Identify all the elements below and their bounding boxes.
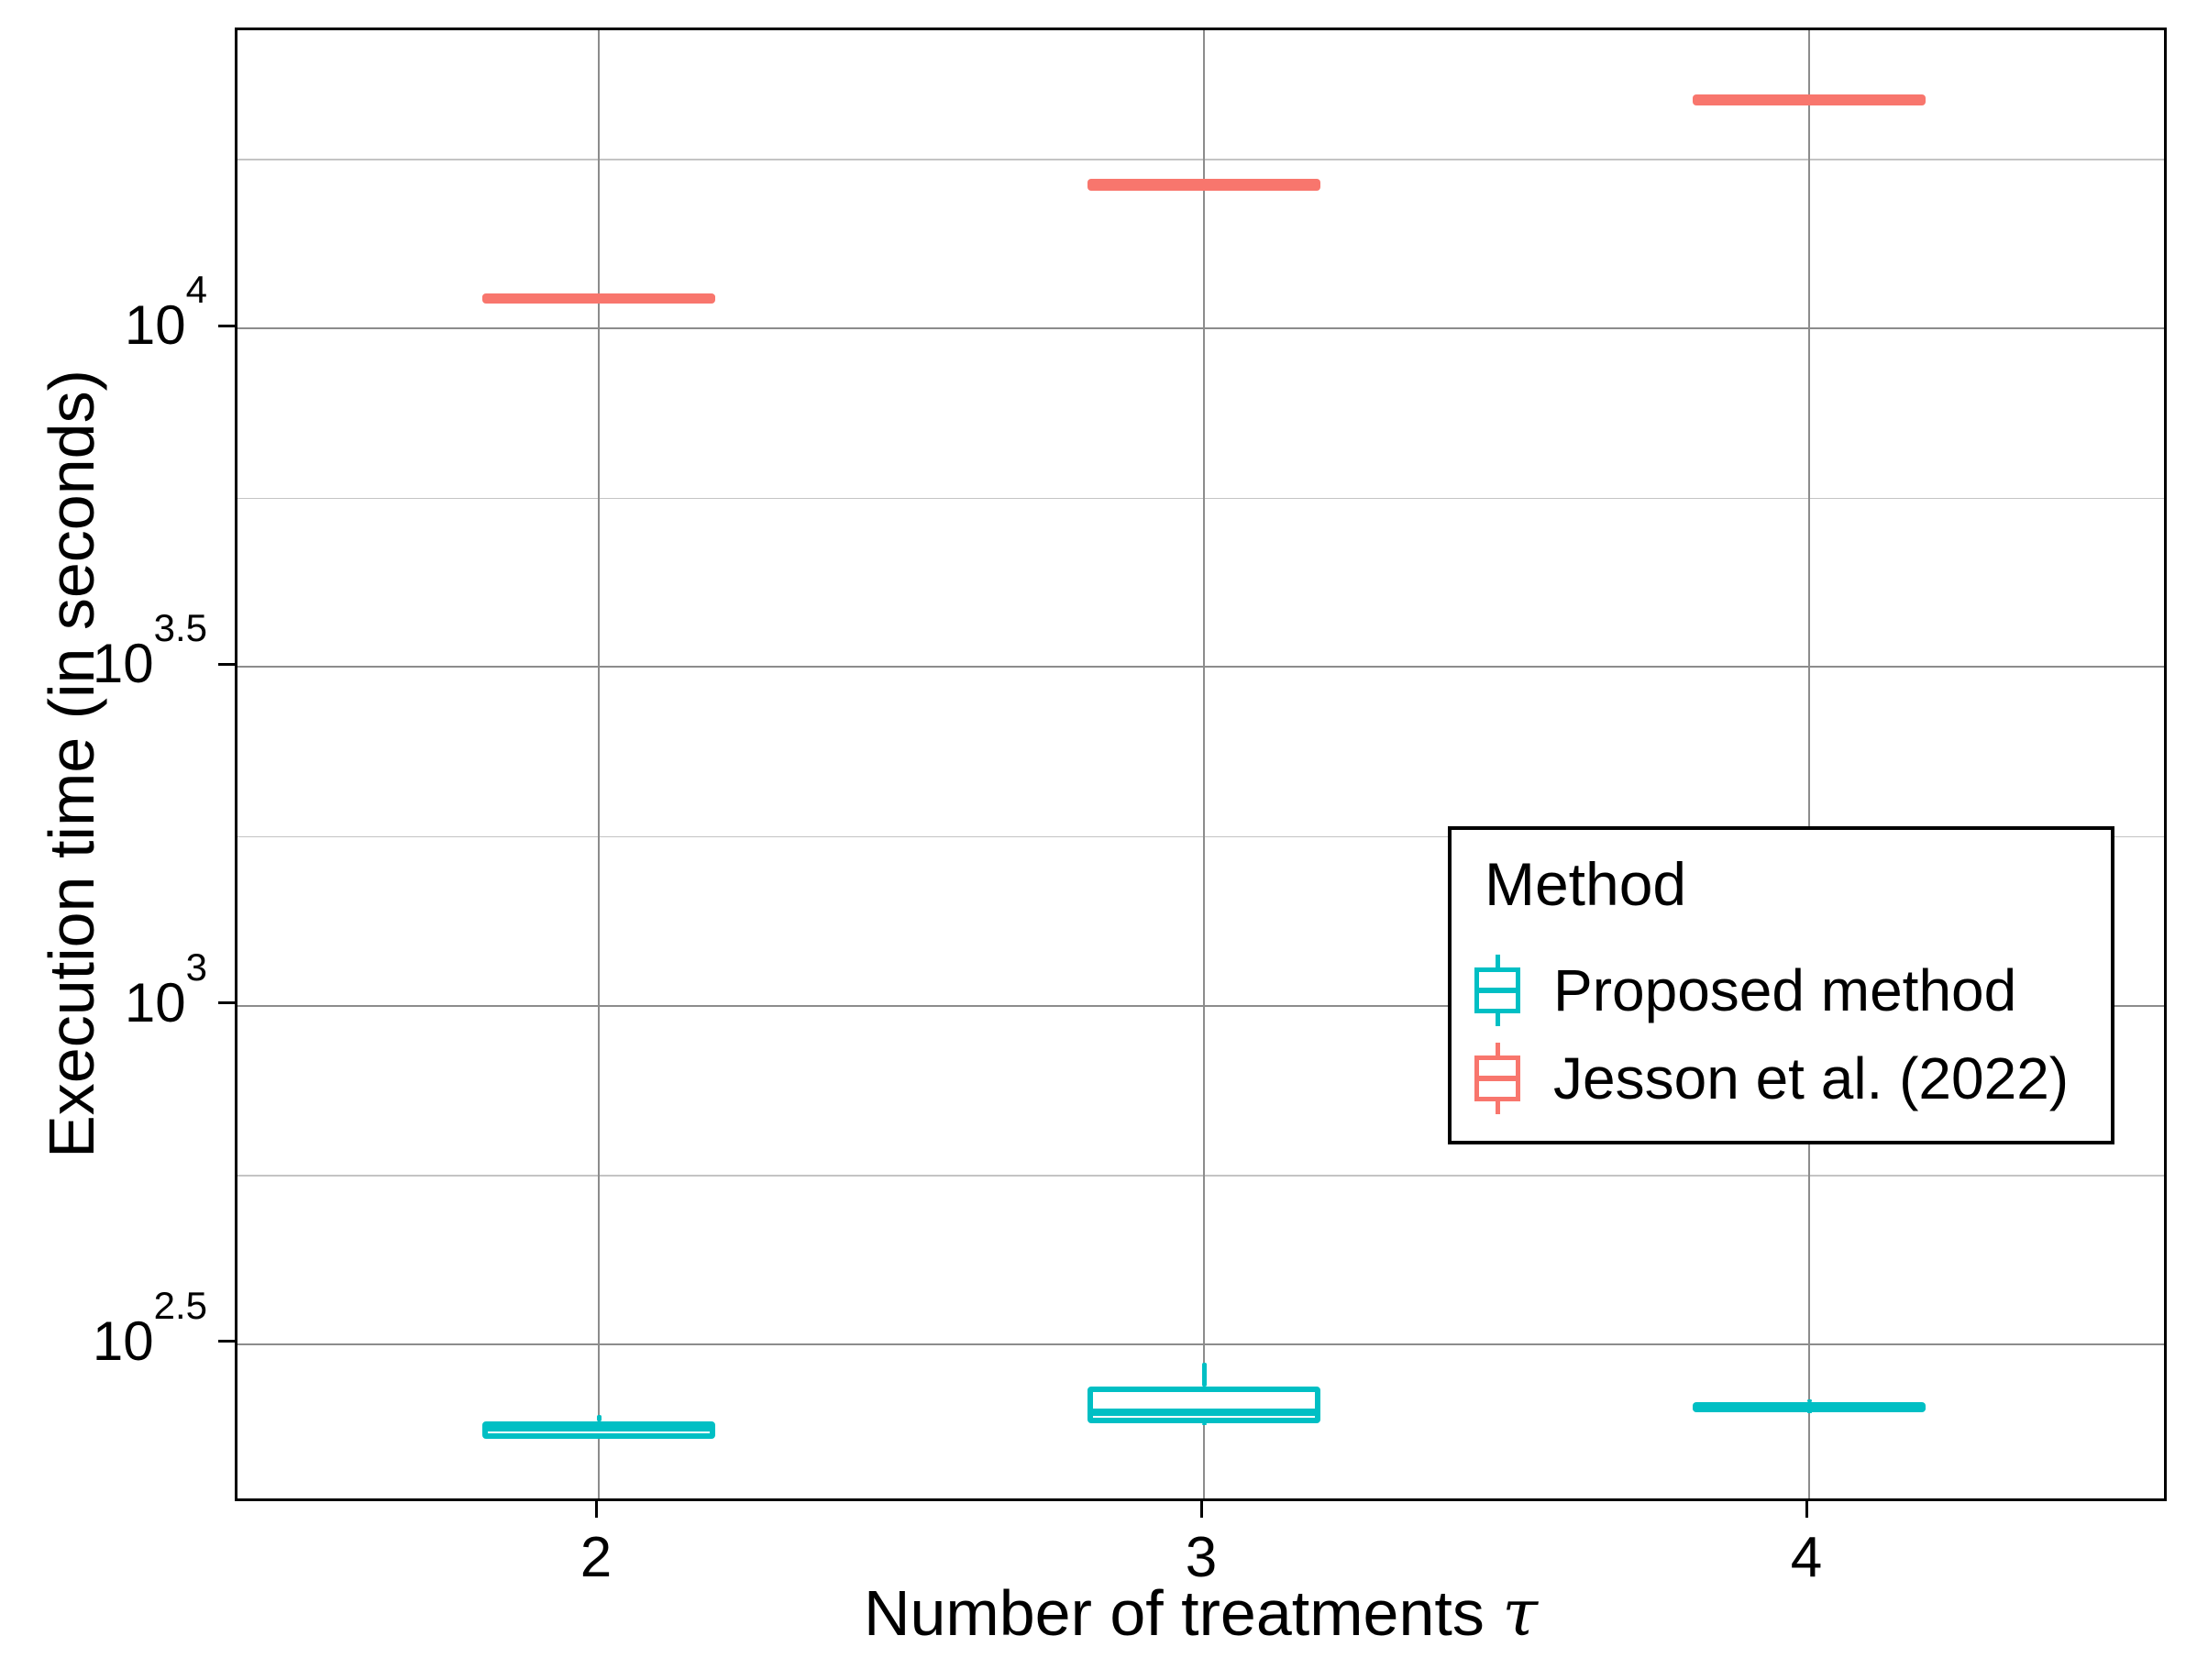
boxplot-upper-whisker: [1806, 1399, 1812, 1402]
boxplot-upper-whisker: [1201, 1363, 1207, 1387]
boxplot-median-line: [482, 1424, 715, 1432]
plot-panel: [235, 28, 2167, 1501]
gridline-minor-horizontal: [237, 1175, 2164, 1177]
x-axis-title-text: Number of treatments: [863, 1577, 1485, 1649]
x-axis-title-tau-symbol: τ: [1502, 1575, 1539, 1651]
boxplot-median-line: [482, 294, 715, 303]
y-tick-mark: [218, 1001, 235, 1005]
gridline-major-vertical: [1808, 30, 1810, 1498]
gridline-major-horizontal: [237, 327, 2164, 329]
legend-title: Method: [1485, 850, 1687, 918]
gridline-major-horizontal: [237, 1004, 2164, 1007]
x-tick-label: 2: [580, 1526, 613, 1589]
legend-item-jesson-et-al: Jesson et al. (2022): [1553, 1045, 2070, 1111]
legend-key-boxplot-icon-proposed: [1474, 955, 1520, 1026]
y-tick-label: 103.5: [92, 606, 207, 695]
boxplot-upper-whisker: [596, 1414, 602, 1422]
gridline-minor-horizontal: [237, 159, 2164, 160]
gridline-minor-horizontal: [237, 497, 2164, 500]
boxplot-lower-whisker: [1201, 1422, 1207, 1426]
legend-key-median: [1474, 988, 1520, 993]
y-tick-label: 103: [124, 945, 207, 1033]
legend: Method Proposed method Jesson et al. (20…: [1448, 826, 2114, 1144]
boxplot-median-line: [1087, 1409, 1320, 1416]
y-tick-mark: [218, 324, 235, 327]
y-tick-mark: [218, 662, 235, 666]
y-tick-label: 102.5: [92, 1283, 207, 1372]
gridline-major-horizontal: [237, 666, 2164, 669]
y-tick-mark: [218, 1340, 235, 1343]
legend-item-proposed-method: Proposed method: [1553, 957, 2017, 1023]
gridline-minor-horizontal: [237, 835, 2164, 838]
x-tick-mark: [594, 1501, 598, 1518]
x-tick-label: 4: [1790, 1526, 1823, 1589]
gridline-major-horizontal: [237, 1343, 2164, 1345]
gridline-major-vertical: [598, 30, 600, 1498]
x-tick-mark: [1805, 1501, 1808, 1518]
x-axis-title: Number of treatments τ: [235, 1574, 2167, 1652]
legend-key-boxplot-icon-jesson: [1474, 1043, 1520, 1114]
boxplot-box: [1087, 1386, 1320, 1423]
legend-key-median: [1474, 1076, 1520, 1081]
boxplot-lower-whisker: [1806, 1412, 1812, 1414]
gridline-major-vertical: [1203, 30, 1205, 1498]
boxplot-median-line: [1087, 181, 1320, 189]
x-tick-mark: [1199, 1501, 1203, 1518]
boxplot-median-line: [1693, 96, 1926, 105]
x-tick-label: 3: [1185, 1526, 1218, 1589]
boxplot-median-line: [1693, 1403, 1926, 1411]
y-tick-label: 104: [124, 268, 207, 357]
